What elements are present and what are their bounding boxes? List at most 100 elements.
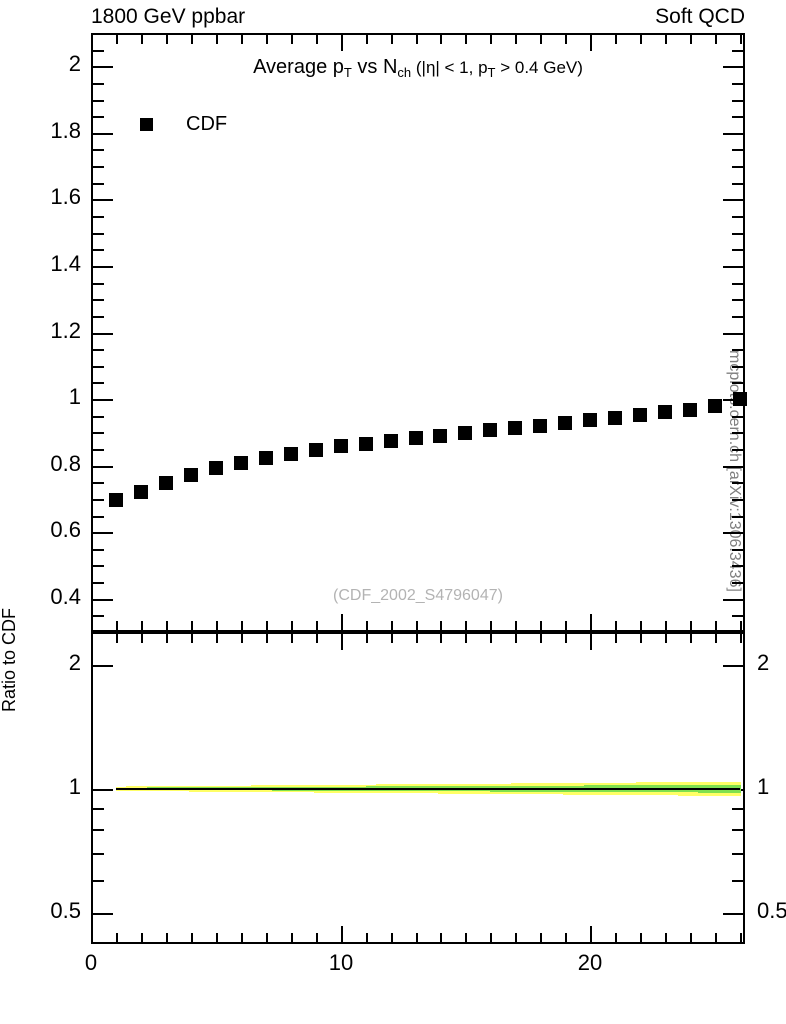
legend-square-marker-icon: [140, 117, 153, 131]
axis-tick: [241, 634, 243, 643]
axis-tick: [366, 634, 368, 643]
axis-tick: [540, 35, 542, 44]
title-sub-3: T: [487, 65, 496, 80]
axis-tick: [216, 634, 218, 643]
legend-entry-cdf: CDF: [186, 113, 228, 135]
axis-tick: [732, 829, 743, 831]
axis-tick: [732, 382, 743, 384]
data-point-marker: [708, 399, 723, 414]
axis-tick: [93, 216, 104, 218]
axis-tick: [723, 913, 743, 915]
axis-tick: [723, 199, 743, 201]
data-point-marker: [608, 410, 623, 425]
axis-tick: [291, 634, 293, 643]
axis-tick: [266, 634, 268, 643]
data-point-marker: [433, 428, 448, 443]
axis-tick: [732, 116, 743, 118]
axis-tick: [116, 933, 118, 942]
axis-tick: [590, 634, 592, 650]
axis-tick-label: 0: [84, 950, 98, 975]
axis-tick: [565, 621, 567, 630]
axis-tick-label: 1: [68, 384, 81, 409]
axis-tick: [216, 621, 218, 630]
data-point-marker: [333, 439, 348, 454]
axis-tick: [715, 634, 717, 643]
axis-tick: [640, 933, 642, 942]
axis-tick: [723, 532, 743, 534]
header-beam-label: 1800 GeV ppbar: [91, 5, 246, 28]
data-point-marker: [458, 425, 473, 440]
axis-tick: [191, 933, 193, 942]
axis-tick: [465, 621, 467, 630]
axis-tick: [732, 183, 743, 185]
axis-tick-label: 0.5: [757, 898, 786, 923]
axis-tick: [465, 933, 467, 942]
axis-tick: [93, 299, 104, 301]
axis-tick: [416, 634, 418, 643]
data-point-marker: [658, 405, 673, 420]
data-point-marker: [683, 402, 698, 417]
axis-tick: [740, 621, 742, 630]
axis-tick: [540, 621, 542, 630]
axis-tick: [565, 634, 567, 643]
axis-tick-label: 1.8: [50, 118, 81, 143]
axis-tick: [93, 516, 104, 518]
data-point-marker: [358, 436, 373, 451]
axis-tick: [732, 808, 743, 810]
ratio-reference-line: [115, 787, 740, 790]
data-point-marker: [633, 408, 648, 423]
axis-tick: [93, 449, 104, 451]
axis-tick: [241, 35, 243, 44]
data-point-marker: [408, 431, 423, 446]
axis-tick-label: 2: [68, 51, 81, 76]
axis-tick: [291, 35, 293, 44]
axis-tick: [93, 582, 104, 584]
axis-tick: [166, 933, 168, 942]
axis-tick: [93, 416, 104, 418]
axis-tick: [93, 83, 104, 85]
axis-tick: [91, 614, 93, 630]
axis-tick: [732, 880, 743, 882]
axis-tick: [515, 933, 517, 942]
axis-tick: [93, 116, 104, 118]
axis-tick: [665, 621, 667, 630]
axis-tick: [93, 632, 104, 634]
title-part-1: Average p: [253, 56, 344, 78]
axis-tick: [665, 634, 667, 643]
axis-tick-label: 0.5: [50, 898, 81, 923]
axis-tick: [93, 880, 104, 882]
title-part-3: (|η| < 1, p: [411, 58, 488, 77]
axis-tick-label: 20: [577, 950, 603, 975]
axis-tick: [723, 66, 743, 68]
axis-tick: [141, 634, 143, 643]
axis-tick: [316, 634, 318, 643]
axis-tick: [732, 582, 743, 584]
axis-tick: [93, 50, 104, 52]
axis-tick: [615, 35, 617, 44]
axis-tick: [615, 621, 617, 630]
axis-tick: [416, 933, 418, 942]
axis-tick-label: 0.8: [50, 451, 81, 476]
title-sub-1: T: [343, 65, 352, 80]
axis-tick: [93, 853, 104, 855]
axis-tick: [640, 621, 642, 630]
axis-tick: [166, 621, 168, 630]
axis-tick: [391, 621, 393, 630]
axis-tick: [732, 615, 743, 617]
axis-tick: [93, 549, 104, 551]
axis-tick: [515, 35, 517, 44]
axis-tick: [391, 35, 393, 44]
axis-tick: [93, 432, 104, 434]
data-point-marker: [158, 475, 173, 490]
axis-tick: [93, 399, 113, 401]
axis-tick: [93, 665, 113, 667]
axis-tick: [93, 615, 104, 617]
axis-tick: [740, 35, 742, 44]
axis-tick: [93, 382, 104, 384]
data-point-marker: [533, 418, 548, 433]
axis-tick: [391, 933, 393, 942]
axis-tick: [732, 516, 743, 518]
axis-tick: [341, 614, 343, 630]
data-point-marker: [108, 492, 123, 507]
axis-tick-label: 1.6: [50, 184, 81, 209]
